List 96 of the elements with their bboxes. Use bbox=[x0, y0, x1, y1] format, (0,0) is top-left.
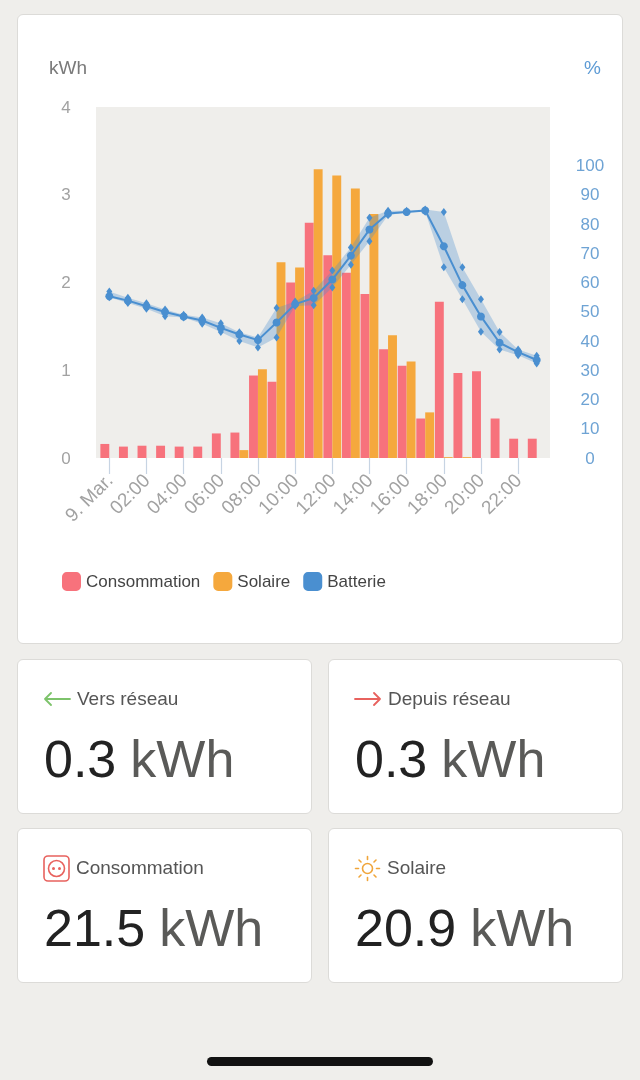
point bbox=[440, 263, 447, 272]
point bbox=[477, 295, 484, 304]
text: kWh bbox=[159, 899, 264, 957]
point bbox=[440, 208, 447, 217]
point bbox=[495, 338, 504, 347]
text: kWh bbox=[441, 730, 546, 788]
bar bbox=[425, 412, 435, 458]
bar bbox=[193, 446, 203, 458]
point bbox=[366, 213, 373, 222]
text: Depuis réseau bbox=[388, 688, 511, 710]
bar bbox=[406, 361, 416, 458]
point bbox=[329, 283, 336, 292]
y2-tick-label: 90 bbox=[580, 185, 600, 205]
point bbox=[310, 301, 317, 310]
bar bbox=[286, 282, 296, 458]
bar bbox=[230, 432, 240, 458]
bar bbox=[313, 169, 323, 458]
point bbox=[346, 251, 355, 260]
y2-tick-label: 80 bbox=[580, 214, 600, 234]
legend-label: Batterie bbox=[327, 572, 386, 591]
y2-tick-label: 60 bbox=[580, 273, 600, 292]
bar bbox=[118, 446, 128, 458]
text: Vers réseau bbox=[77, 688, 179, 710]
y2-tick-label: 0 bbox=[585, 448, 595, 468]
bar bbox=[434, 301, 444, 458]
text: 0.3 bbox=[44, 730, 117, 788]
text: Consommation bbox=[76, 857, 204, 879]
y2-tick-label: 40 bbox=[580, 331, 600, 351]
point bbox=[254, 343, 261, 352]
text: Solaire bbox=[387, 857, 447, 879]
point bbox=[366, 237, 373, 246]
point bbox=[272, 318, 281, 327]
y2-tick-label: 50 bbox=[580, 302, 600, 322]
point bbox=[347, 243, 354, 252]
bar bbox=[527, 438, 537, 458]
y-tick-label: 1 bbox=[61, 360, 71, 380]
y-tick-label: 2 bbox=[61, 273, 71, 292]
point bbox=[310, 286, 317, 295]
text: kWh bbox=[470, 899, 575, 957]
bar bbox=[509, 438, 519, 458]
point bbox=[477, 327, 484, 336]
y2-tick-label: 70 bbox=[580, 243, 600, 263]
y-tick-label: 4 bbox=[61, 97, 71, 117]
point bbox=[329, 266, 336, 275]
bar bbox=[341, 272, 351, 458]
text: 0.3 bbox=[355, 730, 428, 788]
bar bbox=[472, 371, 481, 458]
y-tick-label: 3 bbox=[61, 185, 71, 205]
y2-tick-label: 20 bbox=[580, 390, 600, 409]
y2-tick-label: 100 bbox=[575, 156, 605, 175]
bar bbox=[211, 433, 221, 458]
bar bbox=[267, 381, 277, 458]
point bbox=[328, 275, 337, 284]
bar bbox=[323, 255, 333, 458]
bar bbox=[416, 418, 426, 458]
bar bbox=[100, 443, 110, 458]
bar bbox=[379, 349, 389, 458]
point bbox=[273, 333, 280, 342]
bar bbox=[369, 214, 379, 458]
point bbox=[439, 242, 448, 251]
bar bbox=[453, 372, 463, 458]
point bbox=[309, 294, 318, 302]
y-tick-label: 0 bbox=[61, 448, 71, 468]
point bbox=[458, 281, 467, 290]
point bbox=[459, 263, 466, 272]
bar bbox=[490, 418, 500, 458]
bar bbox=[249, 375, 258, 458]
point bbox=[496, 327, 503, 336]
bar bbox=[304, 222, 314, 458]
point bbox=[459, 295, 466, 304]
bar bbox=[360, 293, 370, 458]
bar bbox=[295, 267, 305, 458]
point bbox=[216, 323, 225, 332]
bar bbox=[174, 446, 184, 458]
bar bbox=[388, 335, 397, 458]
bar bbox=[239, 450, 249, 458]
y2-tick-label: 10 bbox=[580, 419, 600, 439]
point bbox=[365, 225, 374, 234]
point bbox=[347, 260, 354, 269]
bar bbox=[257, 369, 267, 458]
point bbox=[236, 337, 243, 345]
legend-label: Solaire bbox=[237, 572, 291, 591]
bar bbox=[156, 445, 166, 458]
text: 21.5 bbox=[44, 899, 146, 957]
point bbox=[496, 345, 503, 354]
bar bbox=[332, 175, 342, 458]
text: 20.9 bbox=[355, 899, 457, 957]
point bbox=[476, 312, 485, 321]
point bbox=[273, 303, 280, 312]
legend-label: Consommation bbox=[86, 572, 201, 591]
y2-axis-title: % bbox=[584, 57, 601, 78]
bar bbox=[397, 365, 407, 458]
y-axis-title: kWh bbox=[49, 57, 87, 78]
bar bbox=[350, 188, 360, 458]
text: kWh bbox=[130, 730, 235, 788]
y2-tick-label: 30 bbox=[580, 360, 600, 380]
